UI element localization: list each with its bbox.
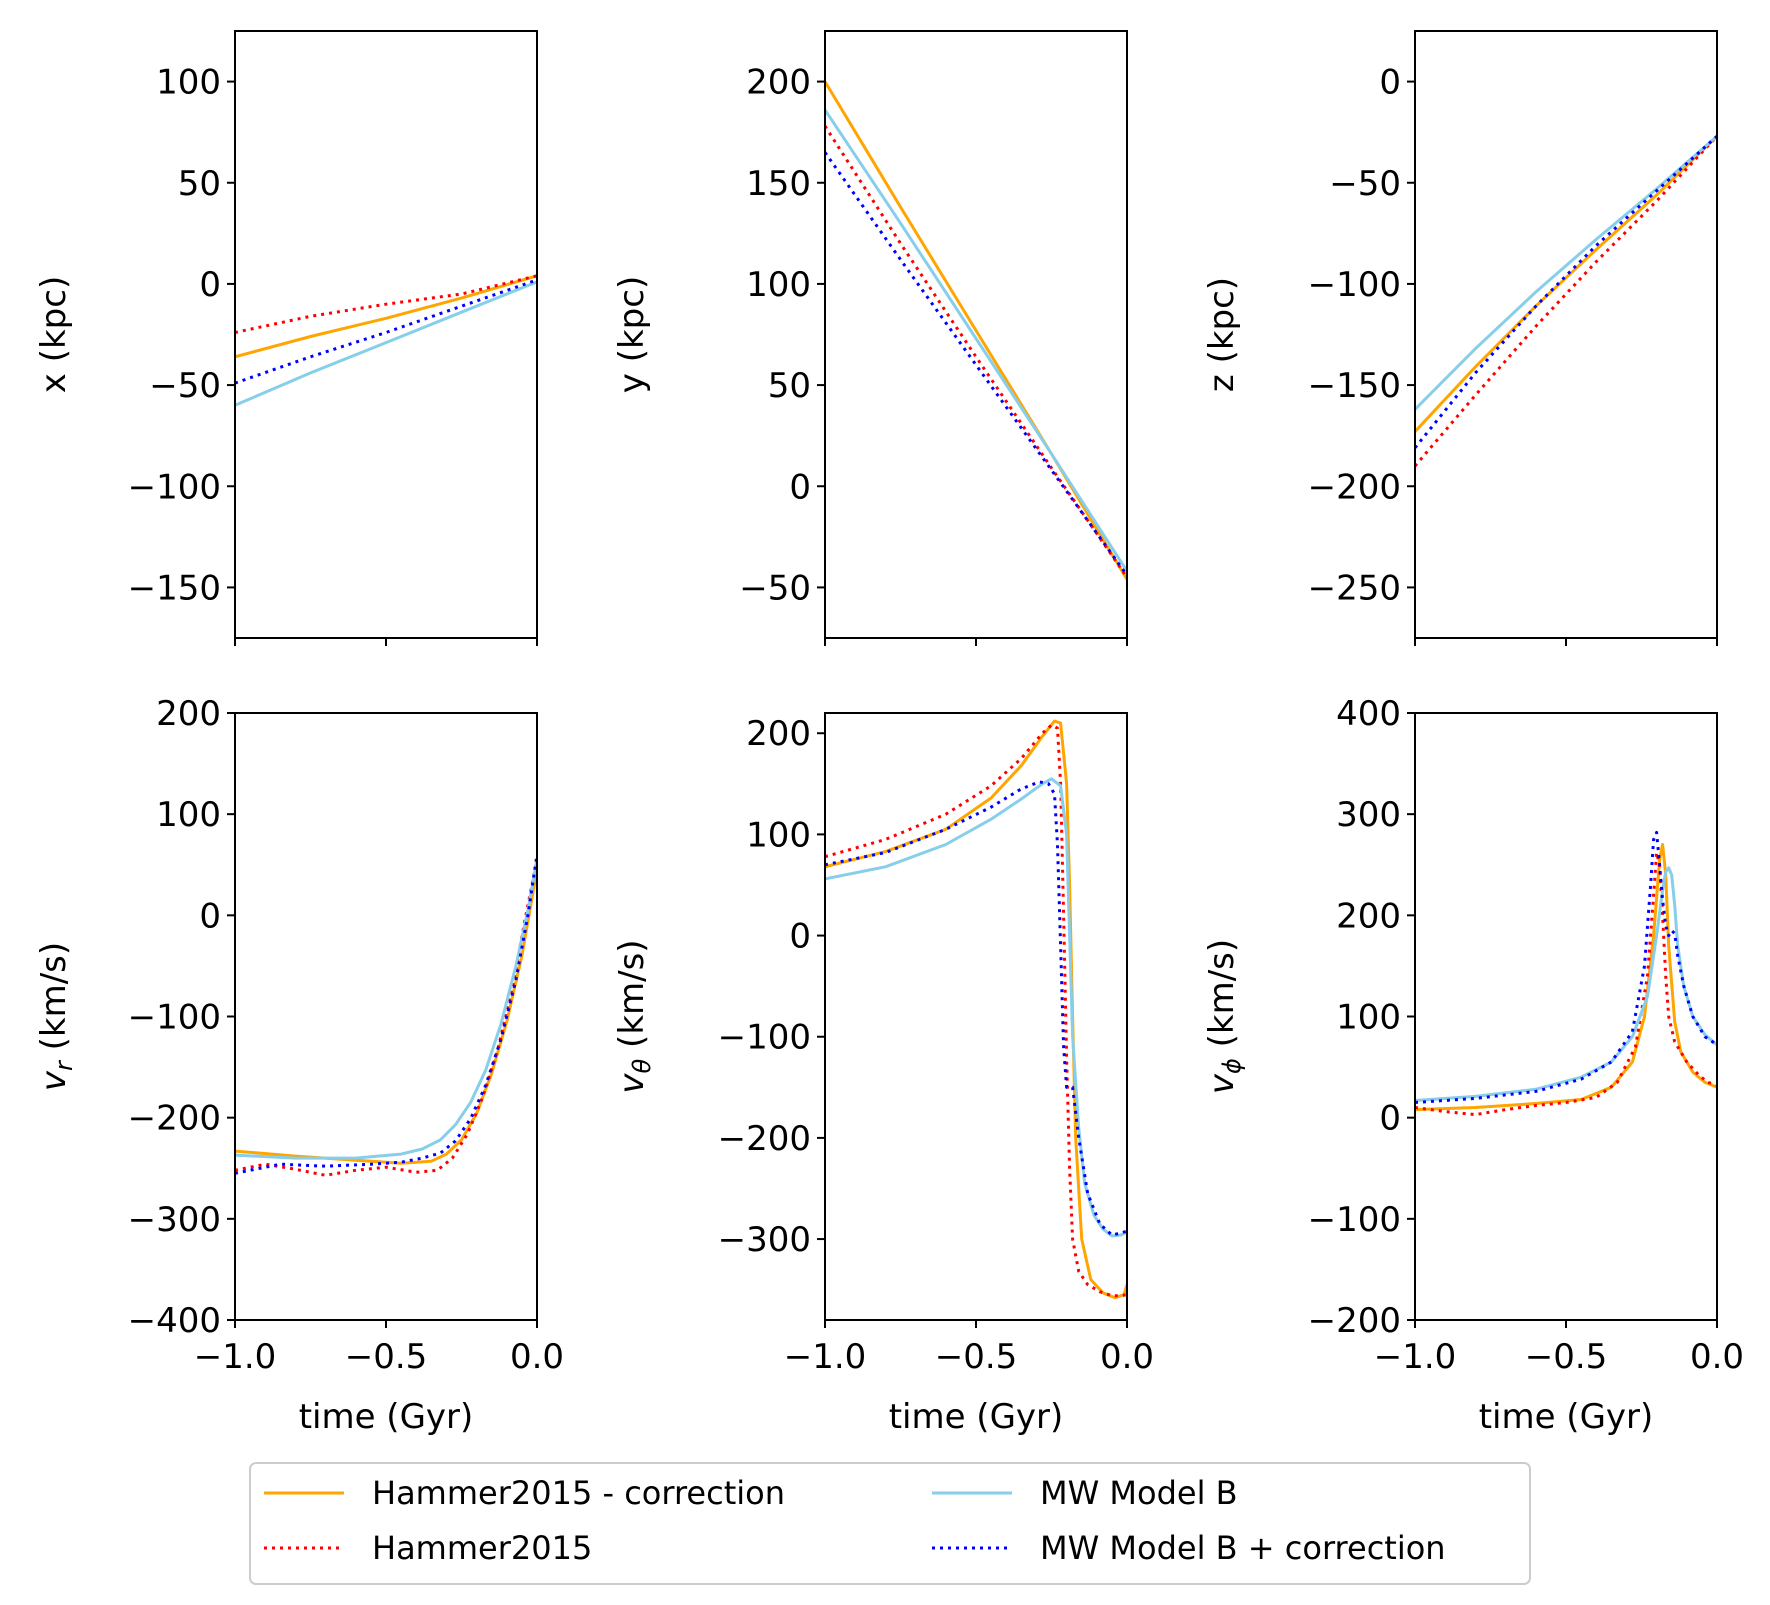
series-line-mw-model-b-vphi <box>1415 866 1717 1102</box>
legend-entry-hammer2015: Hammer2015 <box>264 1529 592 1567</box>
legend-box <box>249 1462 1531 1585</box>
series-line-hammer2015-correction-vphi <box>1415 843 1717 1112</box>
xtick-label-vtheta: −1.0 <box>784 1337 867 1377</box>
ytick-label-vphi: 200 <box>1336 896 1401 936</box>
ytick-label-vr: −300 <box>128 1200 221 1240</box>
ytick-label-vtheta: 100 <box>746 815 811 855</box>
xtick-label-vtheta: 0.0 <box>1100 1337 1154 1377</box>
ytick-label-z: −50 <box>1329 164 1401 204</box>
xlabel-vtheta: time (Gyr) <box>889 1397 1064 1437</box>
series-line-mw-model-b-correction-x <box>235 278 537 385</box>
subplot-grid: 100 50 0 −50 −100 −150 x (kpc) 200 150 100 50 0 −50 y… <box>34 30 1744 1437</box>
ylabel-x: x (kpc) <box>34 276 74 393</box>
series-line-hammer2015-correction-z <box>1415 135 1717 433</box>
ytick-label-x: −50 <box>149 366 221 406</box>
legend-label-hammer2015-correction: Hammer2015 - correction <box>372 1474 785 1512</box>
ytick-label-x: −100 <box>128 467 221 507</box>
series-line-hammer2015-vtheta <box>825 723 1127 1298</box>
ytick-label-y: 200 <box>746 63 811 103</box>
subplot-vphi: 400 300 200 100 0 −100 −200−1.0 −0.5 0.0 time (Gy… <box>1202 694 1744 1437</box>
subplot-y: 200 150 100 50 0 −50 y (kpc) <box>612 30 1128 646</box>
ytick-label-vtheta: −200 <box>718 1119 811 1159</box>
xtick-label-vphi: −1.0 <box>1374 1337 1457 1377</box>
ytick-label-vr: −200 <box>128 1099 221 1139</box>
xtick-label-vphi: −0.5 <box>1525 1337 1608 1377</box>
ytick-label-vphi: −200 <box>1308 1301 1401 1341</box>
xtick-label-vphi: 0.0 <box>1690 1337 1744 1377</box>
xlabel-vr: time (Gyr) <box>299 1397 474 1437</box>
ytick-label-z: −150 <box>1308 366 1401 406</box>
legend-entry-mw-model-b-correction: MW Model B + correction <box>932 1529 1446 1567</box>
xtick-label-vtheta: −0.5 <box>935 1337 1018 1377</box>
ytick-label-x: −150 <box>128 568 221 608</box>
legend-entry-mw-model-b: MW Model B <box>932 1474 1238 1512</box>
series-line-hammer2015-correction-x <box>235 274 537 359</box>
ytick-label-y: 0 <box>789 467 811 507</box>
xtick-label-vr: −0.5 <box>345 1337 428 1377</box>
legend: Hammer2015 - correction Hammer2015 MW Mo… <box>249 1462 1531 1585</box>
xlabel-vphi: time (Gyr) <box>1479 1397 1654 1437</box>
ytick-label-y: 50 <box>768 366 811 406</box>
ylabel-y: y (kpc) <box>612 276 652 393</box>
ytick-label-x: 50 <box>178 164 221 204</box>
subplot-x: 100 50 0 −50 −100 −150 x (kpc) <box>34 30 538 646</box>
series-line-mw-model-b-y <box>825 109 1127 573</box>
ytick-label-vr: −400 <box>128 1301 221 1341</box>
series-line-mw-model-b-correction-z <box>1415 135 1717 449</box>
xtick-label-vr: 0.0 <box>510 1337 564 1377</box>
legend-entry-hammer2015-correction: Hammer2015 - correction <box>264 1474 785 1512</box>
ytick-label-y: 150 <box>746 164 811 204</box>
ytick-label-vtheta: 0 <box>789 917 811 957</box>
ytick-label-y: −50 <box>739 568 811 608</box>
series-line-mw-model-b-correction-vphi <box>1415 830 1717 1104</box>
legend-label-mw-model-b: MW Model B <box>1040 1474 1238 1512</box>
ytick-label-vphi: −100 <box>1308 1200 1401 1240</box>
xtick-label-vr: −1.0 <box>194 1337 277 1377</box>
ytick-label-vphi: 300 <box>1336 795 1401 835</box>
ytick-label-vphi: 0 <box>1379 1099 1401 1139</box>
subplot-vr: 200 100 0 −100 −200 −300 −400−1.0 −0.5 0.0 time (… <box>34 694 564 1437</box>
ytick-label-z: −250 <box>1308 568 1401 608</box>
ytick-label-z: −100 <box>1308 265 1401 305</box>
ytick-label-x: 0 <box>199 265 221 305</box>
ytick-label-y: 100 <box>746 265 811 305</box>
ytick-label-vr: 200 <box>156 694 221 734</box>
ylabel-vr: vr (km/s) <box>34 942 78 1091</box>
ytick-label-vr: −100 <box>128 998 221 1038</box>
ytick-label-vr: 100 <box>156 795 221 835</box>
ytick-label-z: 0 <box>1379 63 1401 103</box>
ytick-label-vtheta: −300 <box>718 1220 811 1260</box>
ylabel-vtheta: vθ (km/s) <box>612 939 656 1093</box>
ytick-label-vtheta: 200 <box>746 714 811 754</box>
series-line-hammer2015-x <box>235 274 537 334</box>
series-line-mw-model-b-correction-vtheta <box>825 780 1127 1237</box>
ylabel-z: z (kpc) <box>1202 277 1242 392</box>
series-line-mw-model-b-vtheta <box>825 777 1127 1238</box>
series-line-mw-model-b-vr <box>235 859 537 1160</box>
ytick-label-z: −200 <box>1308 467 1401 507</box>
series-line-hammer2015-vr <box>235 859 537 1177</box>
series-line-mw-model-b-correction-vr <box>235 854 537 1175</box>
ytick-label-vphi: 100 <box>1336 998 1401 1038</box>
ytick-label-x: 100 <box>156 63 221 103</box>
ytick-label-vphi: 400 <box>1336 694 1401 734</box>
series-line-mw-model-b-correction-y <box>825 151 1127 577</box>
series-line-mw-model-b-x <box>235 280 537 407</box>
ytick-label-vr: 0 <box>199 896 221 936</box>
legend-label-hammer2015: Hammer2015 <box>372 1529 592 1567</box>
legend-label-mw-model-b-correction: MW Model B + correction <box>1040 1529 1446 1567</box>
subplot-z: 0 −50 −100 −150 −200 −250 z (kpc) <box>1202 30 1718 646</box>
ytick-label-vtheta: −100 <box>718 1018 811 1058</box>
ylabel-vphi: vϕ (km/s) <box>1202 939 1246 1094</box>
series-line-hammer2015-vphi <box>1415 851 1717 1117</box>
subplot-vtheta: 200 100 0 −100 −200 −300 −1.0 −0.5 0.0 time (Gyr)… <box>612 712 1154 1437</box>
